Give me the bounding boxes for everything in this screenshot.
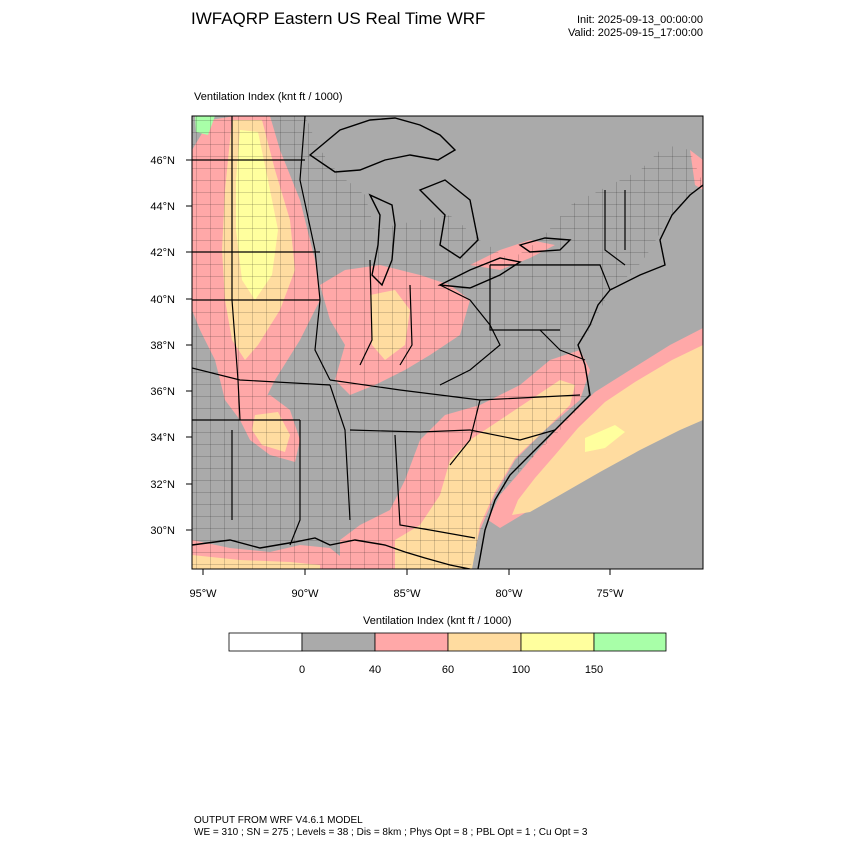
colorbar-title: Ventilation Index (knt ft / 1000) — [363, 615, 512, 627]
east-coastline — [477, 184, 703, 569]
valid-time: Valid: 2025-09-15_17:00:00 — [568, 27, 703, 39]
init-time: Init: 2025-09-13_00:00:00 — [577, 14, 703, 26]
lon-label-85: 85°W — [393, 588, 421, 600]
state-borders — [192, 116, 626, 546]
colorbar-tick-150: 150 — [584, 664, 604, 676]
lake-huron-outline — [418, 179, 479, 259]
colorbar — [228, 632, 667, 652]
lat-label-44: 44°N — [150, 201, 175, 213]
model-info-line1: OUTPUT FROM WRF V4.6.1 MODEL — [194, 815, 363, 826]
colorbar-swatch-0 — [228, 632, 303, 652]
colorbar-swatch-1 — [301, 632, 376, 652]
colorbar-swatch-2 — [374, 632, 449, 652]
map-area — [192, 116, 703, 569]
lake-michigan-outline — [368, 193, 396, 287]
lake-ontario-outline — [518, 237, 572, 253]
map-frame — [191, 115, 704, 570]
colorbar-swatch-3 — [447, 632, 522, 652]
colorbar-tick-40: 40 — [368, 664, 382, 676]
lake-erie-outline — [437, 257, 522, 289]
lat-label-42: 42°N — [150, 247, 175, 259]
colorbar-tick-100: 100 — [511, 664, 531, 676]
colorbar-tick-60: 60 — [441, 664, 455, 676]
lat-label-36: 36°N — [150, 386, 175, 398]
lon-label-95: 95°W — [189, 588, 217, 600]
field-label: Ventilation Index (knt ft / 1000) — [194, 91, 343, 103]
lon-label-75: 75°W — [596, 588, 624, 600]
lat-label-46: 46°N — [150, 155, 175, 167]
atlantic-yellow-patch — [585, 425, 625, 452]
lon-label-80: 80°W — [495, 588, 523, 600]
colorbar-swatch-4 — [520, 632, 595, 652]
colorbar-swatch-5 — [593, 632, 667, 652]
model-info-line2: WE = 310 ; SN = 275 ; Levels = 38 ; Dis … — [194, 827, 588, 838]
lake-superior-outline — [308, 117, 457, 173]
lat-label-38: 38°N — [150, 340, 175, 352]
lon-ticks — [202, 569, 611, 575]
lat-label-30: 30°N — [150, 525, 175, 537]
lat-label-34: 34°N — [150, 432, 175, 444]
gulf-coastline — [192, 537, 471, 569]
lon-label-90: 90°W — [291, 588, 319, 600]
county-lines — [192, 116, 703, 569]
lat-label-40: 40°N — [150, 294, 175, 306]
colorbar-tick-0: 0 — [298, 664, 306, 676]
plot-title: IWFAQRP Eastern US Real Time WRF — [191, 9, 486, 28]
lat-label-32: 32°N — [150, 479, 175, 491]
lat-ticks — [186, 159, 192, 531]
